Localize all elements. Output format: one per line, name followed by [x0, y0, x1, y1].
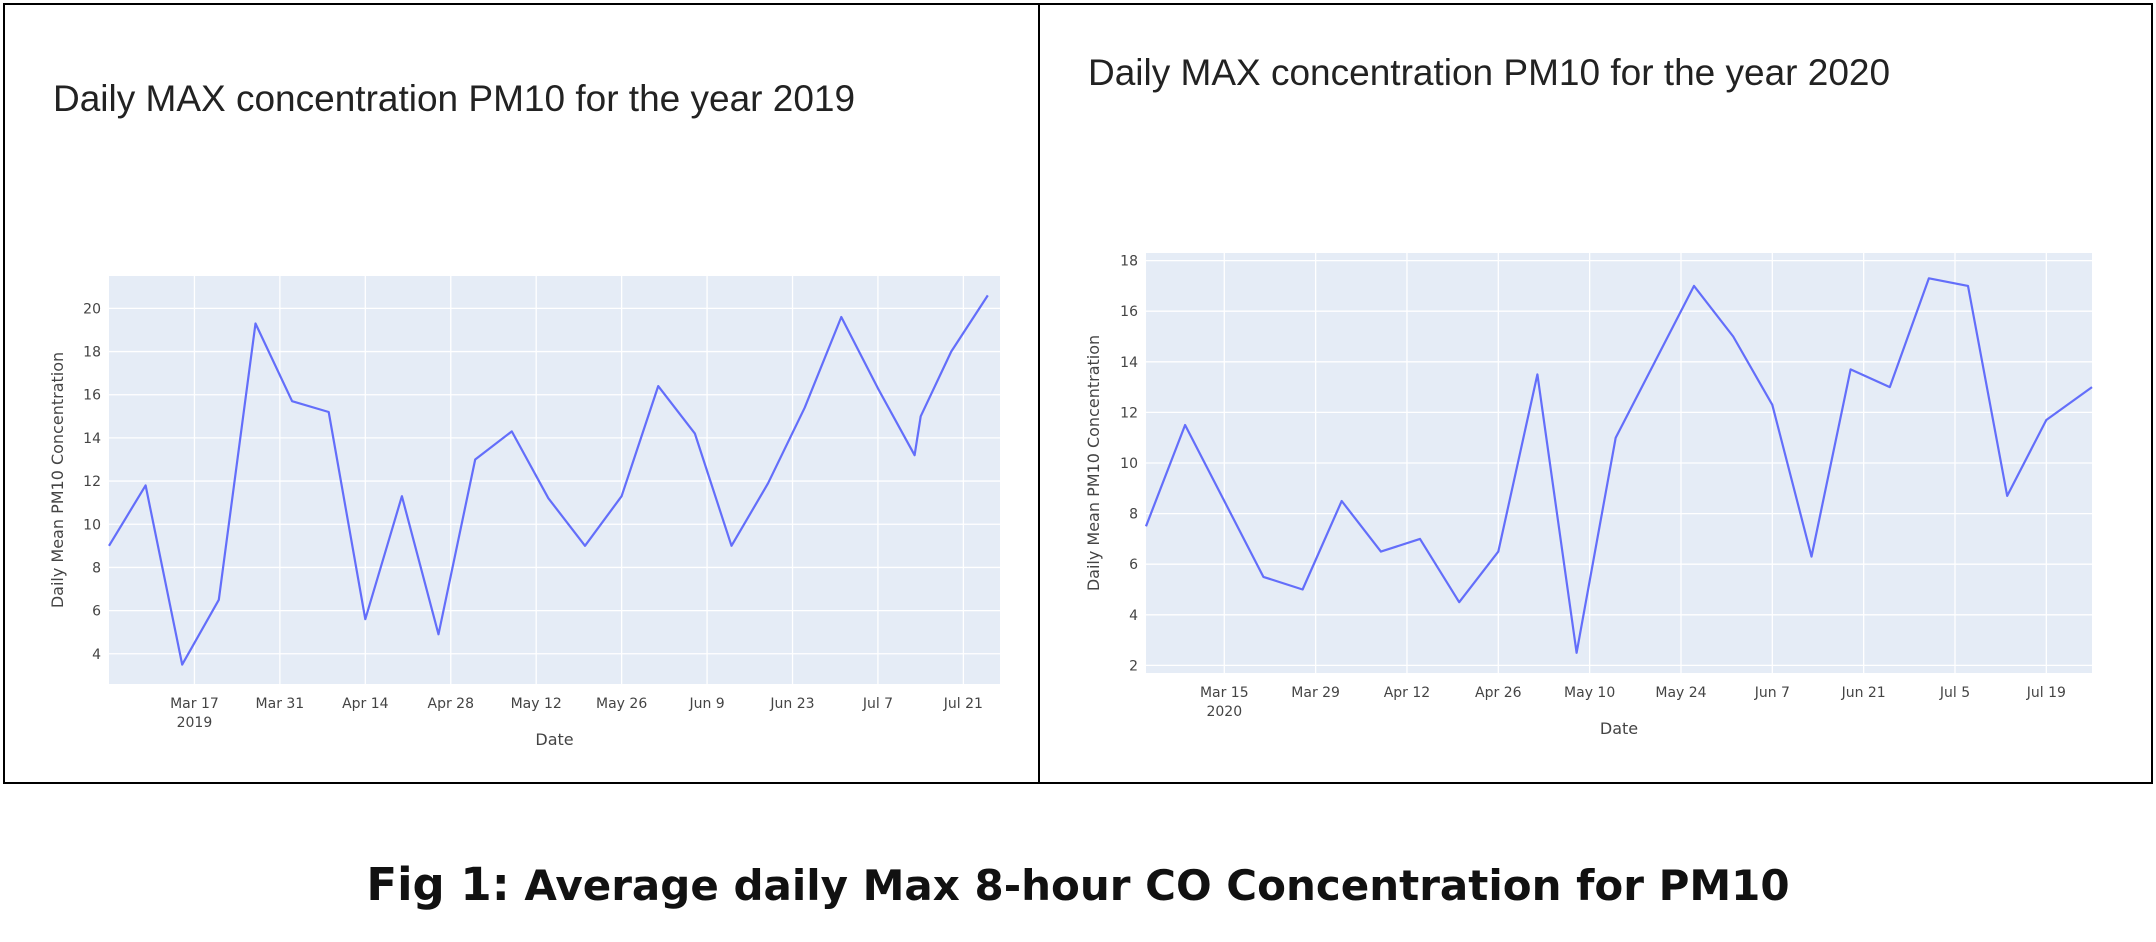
x-tick-label: May 10 [1564, 685, 1615, 701]
chart-title-2020: Daily MAX concentration PM10 for the yea… [1088, 52, 1890, 93]
x-axis-title-2020: Date [1600, 719, 1638, 738]
y-tick-label: 18 [1120, 254, 1138, 270]
x-tick-label: Mar 31 [256, 696, 305, 712]
y-tick-label: 8 [1129, 507, 1138, 523]
x-tick-label: Apr 12 [1384, 685, 1430, 701]
y-axis-title-2019: Daily Mean PM10 Concentration [48, 352, 67, 608]
y-tick-label: 4 [92, 647, 101, 663]
x-tick-label: Apr 26 [1475, 685, 1522, 701]
y-tick-label: 10 [1120, 456, 1138, 472]
chart-2019: Daily MAX concentration PM10 for the yea… [48, 78, 1000, 749]
x-tick-label: Apr 28 [428, 696, 474, 712]
x-tick-label: Mar 17 [170, 696, 219, 712]
x-tick-label: Mar 15 [1200, 685, 1249, 701]
chart-title-2019: Daily MAX concentration PM10 for the yea… [53, 78, 855, 119]
x-tick-label: May 24 [1655, 685, 1706, 701]
x-axis-title-2019: Date [535, 730, 573, 749]
y-tick-label: 16 [83, 388, 101, 404]
figure-caption-text: Average daily Max 8-hour CO Concentratio… [509, 861, 1790, 910]
y-tick-label: 8 [92, 560, 101, 576]
figure-caption-prefix: Fig 1: [366, 858, 510, 911]
x-tick-label: Jul 19 [2026, 685, 2066, 701]
y-tick-label: 6 [92, 604, 101, 620]
y-tick-label: 12 [1120, 405, 1138, 421]
x-tick-year-label: 2020 [1206, 704, 1242, 720]
y-tick-label: 20 [83, 301, 101, 317]
chart-2020: Daily MAX concentration PM10 for the yea… [1084, 52, 2093, 738]
x-tick-label: May 12 [511, 696, 562, 712]
x-tick-label: Jul 5 [1939, 685, 1970, 701]
x-tick-label: Jun 21 [1841, 685, 1886, 701]
chart-panel-2020: Daily MAX concentration PM10 for the yea… [1038, 3, 2153, 784]
y-tick-label: 4 [1129, 608, 1138, 624]
series-line-2019 [108, 294, 989, 666]
plot-area-2019 [109, 276, 1000, 684]
y-tick-label: 14 [83, 431, 101, 447]
x-tick-label: May 26 [596, 696, 647, 712]
x-tick-label: Jun 7 [1754, 685, 1790, 701]
y-tick-label: 6 [1129, 557, 1138, 573]
chart-panel-2019: Daily MAX concentration PM10 for the yea… [3, 3, 1040, 784]
x-tick-label: Jun 23 [769, 696, 814, 712]
y-tick-label: 14 [1120, 355, 1138, 371]
y-tick-label: 16 [1120, 304, 1138, 320]
figure-caption: Fig 1: Average daily Max 8-hour CO Conce… [0, 858, 2156, 911]
x-tick-label: Mar 29 [1291, 685, 1340, 701]
x-tick-year-label: 2019 [177, 715, 213, 731]
x-tick-label: Jun 9 [688, 696, 724, 712]
y-tick-label: 12 [83, 474, 101, 490]
x-tick-label: Jul 21 [943, 696, 983, 712]
x-tick-label: Apr 14 [342, 696, 389, 712]
y-tick-label: 10 [83, 517, 101, 533]
x-tick-label: Jul 7 [862, 696, 893, 712]
y-tick-label: 18 [83, 345, 101, 361]
y-axis-title-2020: Daily Mean PM10 Concentration [1084, 335, 1103, 591]
series-line-2020 [1144, 277, 2093, 654]
y-tick-label: 2 [1129, 658, 1138, 674]
